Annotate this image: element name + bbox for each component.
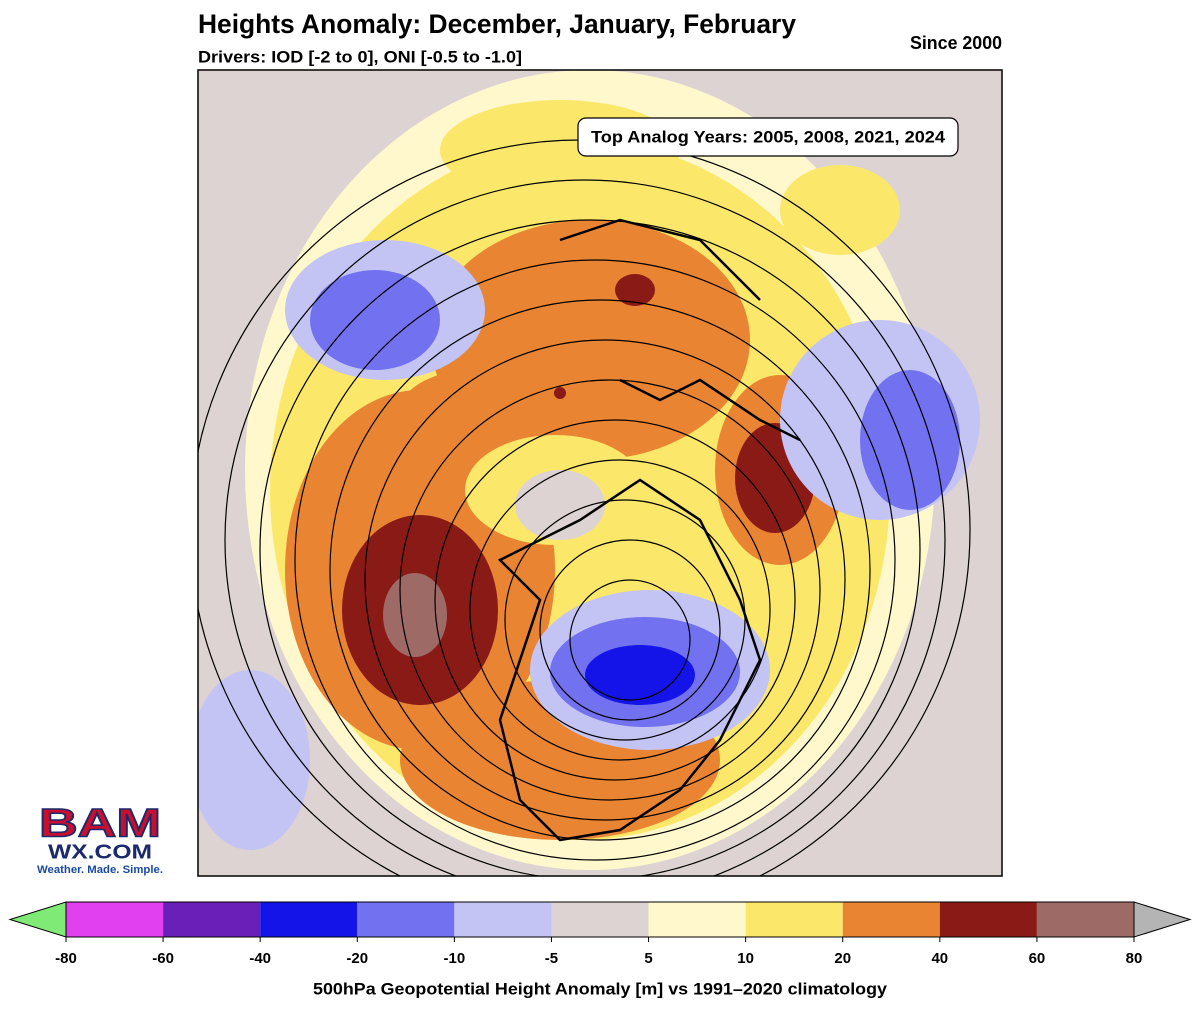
colorbar-frame <box>65 901 1135 938</box>
colorbar-segment <box>260 902 358 937</box>
colorbar: -80 -60 -40 -20 -10 -5 5 10 20 40 60 80 <box>8 901 1192 967</box>
colorbar-over <box>1133 901 1192 938</box>
colorbar-tick-label: 40 <box>931 950 948 967</box>
colorbar-tick-label: -40 <box>249 950 271 967</box>
colorbar-segment <box>939 902 1037 937</box>
colorbar-tick-label: -60 <box>152 950 174 967</box>
colorbar-tick-label: -20 <box>346 950 368 967</box>
colorbar-tick-label: -80 <box>55 950 77 967</box>
subtitle: Drivers: IOD [-2 to 0], ONI [-0.5 to -1.… <box>198 47 522 66</box>
colorbar-tick-label: 5 <box>644 950 652 967</box>
annotation-box <box>577 117 959 157</box>
colorbar-tick-label: 60 <box>1029 950 1046 967</box>
logo-tagline: Weather. Made. Simple. <box>37 864 163 876</box>
logo: BAM WX.COM Weather. Made. Simple. <box>37 801 163 876</box>
colorbar-tick-label: 10 <box>737 950 754 967</box>
colorbar-segment <box>357 902 455 937</box>
map <box>198 70 1002 876</box>
colorbar-segment <box>454 902 552 937</box>
colorbar-segment <box>163 902 261 937</box>
colorbar-tick-label: 20 <box>834 950 851 967</box>
colorbar-tick-label: -5 <box>545 950 558 967</box>
map-frame <box>197 69 1003 877</box>
colorbar-segment <box>745 902 843 937</box>
colorbar-segment <box>648 902 746 937</box>
colorbar-segment <box>66 902 164 937</box>
colorbar-segment <box>1036 902 1134 937</box>
period: Since 2000 <box>910 33 1002 53</box>
title: Heights Anomaly: December, January, Febr… <box>198 9 796 39</box>
colorbar-segment <box>842 902 940 937</box>
annotation: Top Analog Years: 2005, 2008, 2021, 2024 <box>591 127 946 146</box>
colorbar-tick-label: -10 <box>444 950 466 967</box>
logo-site: WX.COM <box>48 841 152 863</box>
logo-brand: BAM <box>39 802 161 846</box>
colorbar-tick-label: 80 <box>1126 950 1143 967</box>
colorbar-segment <box>551 902 649 937</box>
colorbar-label: 500hPa Geopotential Height Anomaly [m] v… <box>313 979 888 998</box>
colorbar-under <box>8 901 67 938</box>
